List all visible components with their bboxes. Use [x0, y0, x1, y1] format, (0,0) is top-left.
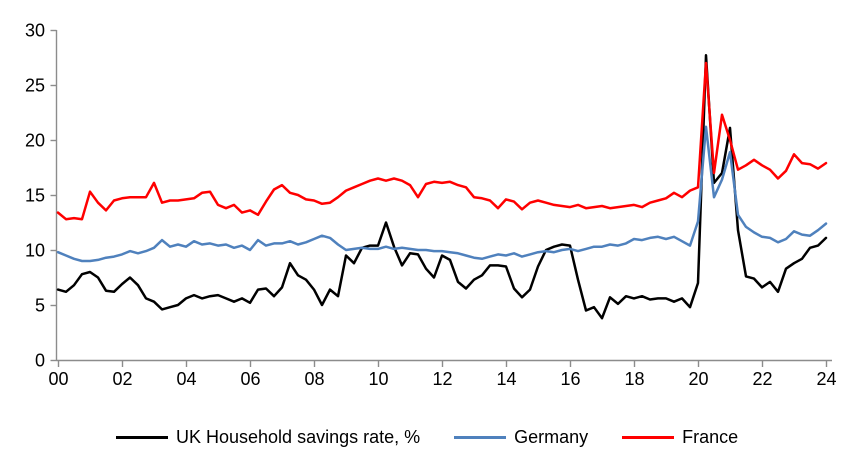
france-line-swatch — [622, 435, 675, 439]
x-tick-label: 12 — [432, 369, 452, 389]
legend-item-uk: UK Household savings rate, % — [116, 428, 420, 446]
x-tick-label: 14 — [496, 369, 516, 389]
x-tick-label: 22 — [752, 369, 772, 389]
y-tick-label: 10 — [25, 241, 45, 261]
y-tick-label: 15 — [25, 186, 45, 206]
y-tick-label: 0 — [35, 351, 45, 371]
legend-label-france: France — [682, 427, 739, 447]
x-tick-label: 00 — [48, 369, 68, 389]
series-line-0 — [56, 54, 828, 320]
legend-item-france: France — [622, 428, 738, 446]
y-tick-label: 25 — [25, 76, 45, 96]
x-tick-label: 08 — [304, 369, 324, 389]
series-line-2 — [56, 61, 828, 221]
x-tick-label: 18 — [624, 369, 644, 389]
x-tick-label: 04 — [176, 369, 196, 389]
x-tick-label: 20 — [688, 369, 708, 389]
legend-label-uk: UK Household savings rate, % — [176, 427, 421, 447]
series-line-1 — [56, 125, 828, 263]
x-tick-label: 16 — [560, 369, 580, 389]
legend-item-germany: Germany — [454, 428, 588, 446]
uk-line-swatch — [116, 435, 168, 439]
legend-label-germany: Germany — [514, 427, 589, 447]
x-tick-label: 24 — [816, 369, 836, 389]
y-tick-label: 30 — [25, 21, 45, 41]
y-tick-label: 20 — [25, 131, 45, 151]
y-tick-label: 5 — [35, 296, 45, 316]
x-tick-label: 02 — [112, 369, 132, 389]
x-tick-label: 06 — [240, 369, 260, 389]
x-tick-label: 10 — [368, 369, 388, 389]
line-chart-canvas: 0 5 10 15 20 25 30 00 02 04 06 08 10 12 14 16 18 20 22 24 — [25, 21, 837, 390]
chart-legend: UK Household savings rate, % Germany Fra… — [0, 418, 852, 456]
germany-line-swatch — [454, 435, 507, 439]
